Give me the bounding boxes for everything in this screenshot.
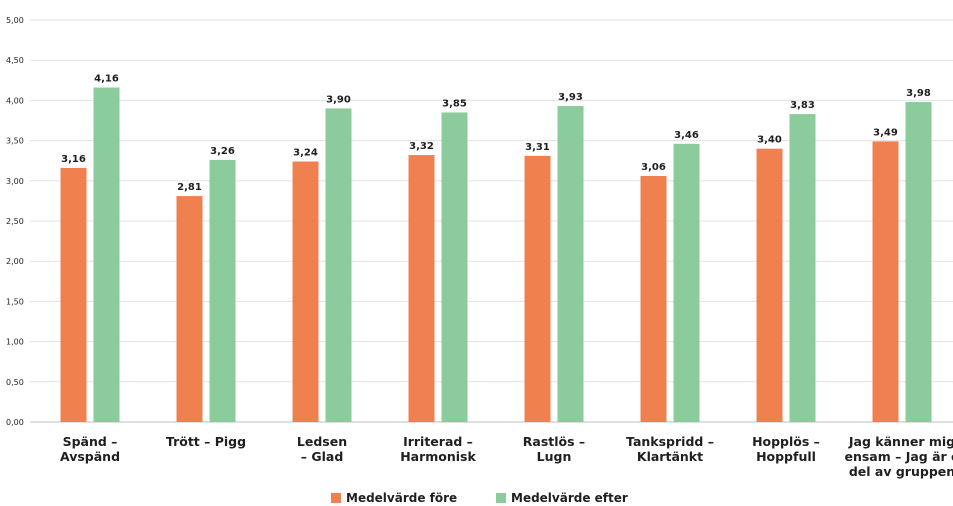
bar-before	[408, 155, 435, 422]
data-label: 3,46	[674, 130, 699, 141]
data-label: 3,98	[906, 88, 931, 99]
data-label: 3,49	[873, 127, 898, 138]
y-tick-label: 2,50	[6, 217, 24, 226]
category-label: Tankspridd –	[626, 434, 714, 449]
category-label: Hoppfull	[756, 449, 816, 464]
category-label: Irriterad –	[403, 434, 473, 449]
category-label: del av gruppen	[849, 464, 953, 479]
category-label: Klartänkt	[637, 449, 703, 464]
y-tick-label: 0,50	[6, 378, 24, 387]
bar-after	[93, 87, 120, 422]
y-tick-label: 0,00	[6, 418, 24, 427]
category-label: ensam – Jag är e	[844, 449, 953, 464]
bar-after	[325, 108, 352, 422]
bar-before	[524, 155, 551, 422]
bar-after	[557, 106, 584, 422]
bar-after	[789, 114, 816, 423]
bar-after	[441, 112, 468, 423]
legend-label: Medelvärde efter	[511, 491, 628, 505]
y-tick-label: 2,00	[6, 257, 24, 266]
data-label: 2,81	[177, 182, 202, 193]
category-label: Jag känner mig	[848, 434, 953, 449]
data-label: 4,16	[94, 74, 119, 85]
data-label: 3,93	[558, 92, 583, 103]
y-tick-label: 1,50	[6, 297, 24, 306]
bar-before	[60, 167, 87, 422]
y-tick-label: 3,50	[6, 137, 24, 146]
bar-after	[905, 102, 932, 423]
data-label: 3,24	[293, 148, 318, 159]
bar-before	[756, 148, 783, 422]
data-label: 3,90	[326, 94, 351, 105]
data-label: 3,40	[757, 135, 782, 146]
data-label: 3,26	[210, 146, 235, 157]
y-tick-label: 4,50	[6, 56, 24, 65]
y-tick-label: 5,00	[6, 16, 24, 25]
bar-after	[209, 159, 236, 422]
data-label: 3,83	[790, 100, 815, 111]
category-label: Rastlös –	[523, 434, 585, 449]
bar-before	[640, 175, 667, 422]
y-tick-label: 4,00	[6, 96, 24, 105]
category-label: – Glad	[301, 449, 344, 464]
category-label: Lugn	[537, 449, 572, 464]
category-label: Avspänd	[60, 449, 120, 464]
category-label: Harmonisk	[400, 449, 476, 464]
legend-swatch	[496, 493, 506, 503]
bar-before	[872, 141, 899, 423]
data-label: 3,31	[525, 142, 550, 153]
bar-after	[673, 143, 700, 423]
category-label: Trött – Pigg	[166, 434, 246, 449]
data-label: 3,16	[61, 154, 86, 165]
category-label: Hopplös –	[752, 434, 820, 449]
data-label: 3,32	[409, 141, 434, 152]
y-tick-label: 1,00	[6, 338, 24, 347]
data-label: 3,06	[641, 162, 666, 173]
category-label: Spänd –	[63, 434, 118, 449]
legend-label: Medelvärde före	[346, 491, 457, 505]
y-tick-label: 3,00	[6, 177, 24, 186]
category-label: Ledsen	[297, 434, 347, 449]
data-label: 3,85	[442, 98, 467, 109]
bar-before	[176, 196, 203, 422]
legend-swatch	[331, 493, 341, 503]
bar-before	[292, 161, 319, 422]
